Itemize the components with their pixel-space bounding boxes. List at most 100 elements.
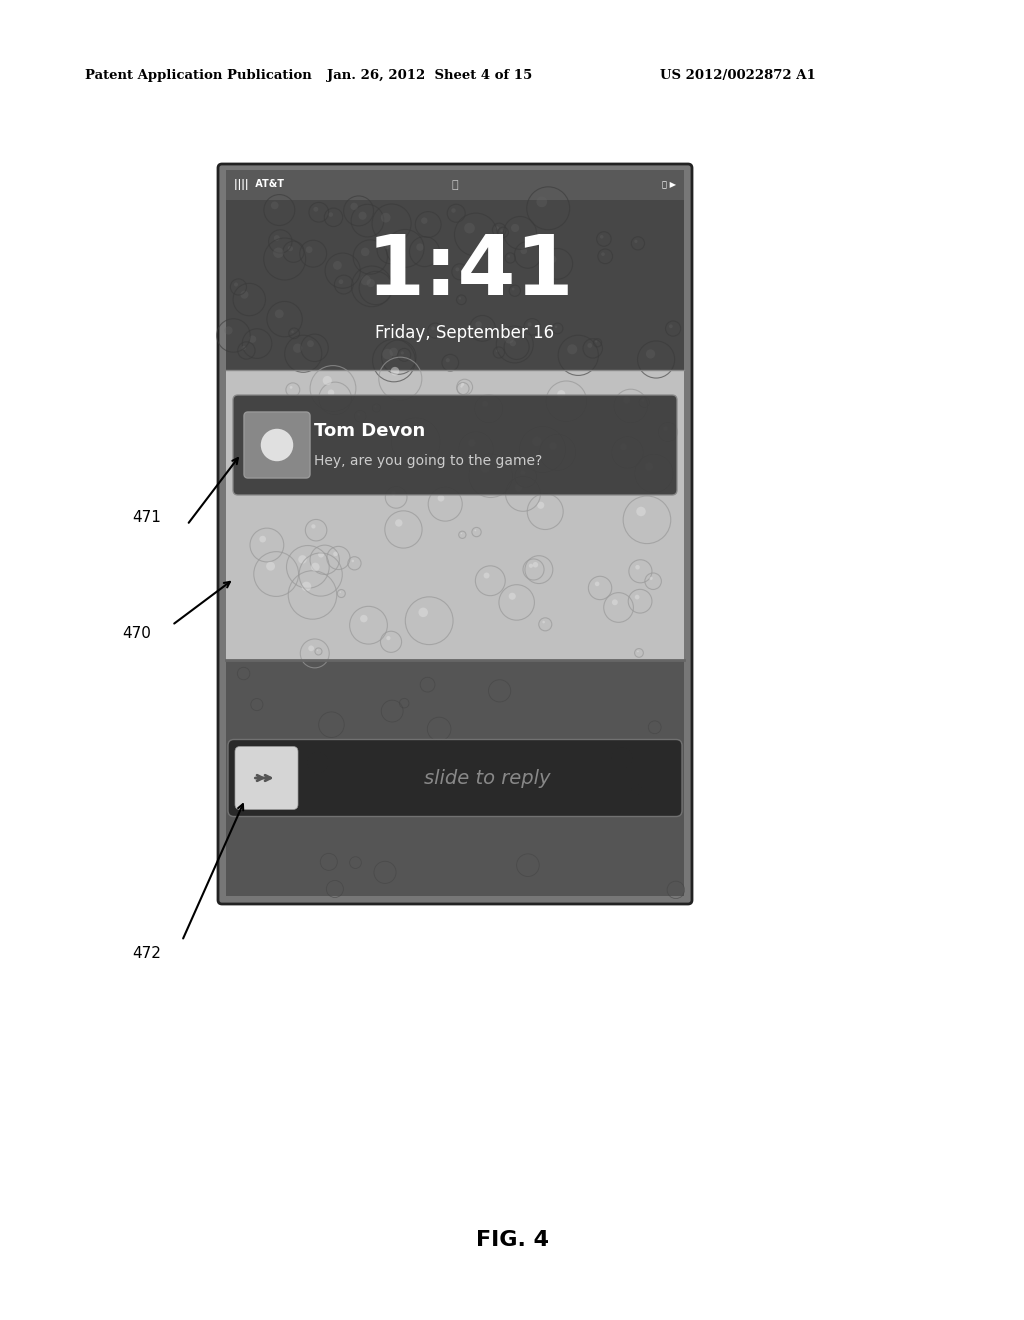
Circle shape	[311, 524, 315, 528]
Circle shape	[249, 335, 256, 343]
Circle shape	[293, 343, 302, 352]
Circle shape	[339, 280, 343, 284]
Text: Friday, September 16: Friday, September 16	[376, 323, 555, 342]
FancyBboxPatch shape	[234, 747, 298, 809]
Circle shape	[340, 591, 341, 593]
Circle shape	[515, 484, 522, 491]
Text: US 2012/0022872 A1: US 2012/0022872 A1	[660, 69, 816, 82]
Circle shape	[496, 226, 499, 230]
Circle shape	[459, 297, 461, 300]
Circle shape	[595, 582, 599, 586]
Circle shape	[537, 197, 547, 207]
Text: Hey, are you going to the game?: Hey, are you going to the game?	[314, 454, 543, 469]
Circle shape	[351, 560, 354, 562]
Circle shape	[645, 463, 653, 470]
Circle shape	[298, 556, 307, 564]
Circle shape	[242, 346, 246, 350]
Circle shape	[350, 203, 357, 210]
Circle shape	[461, 383, 464, 385]
Text: Patent Application Publication: Patent Application Publication	[85, 69, 311, 82]
Circle shape	[636, 507, 646, 516]
Circle shape	[302, 582, 311, 591]
Circle shape	[505, 334, 514, 343]
Circle shape	[646, 350, 655, 359]
Circle shape	[567, 345, 578, 354]
Circle shape	[273, 235, 280, 240]
Circle shape	[288, 246, 293, 251]
Circle shape	[664, 426, 668, 430]
Circle shape	[360, 615, 368, 623]
Circle shape	[452, 209, 456, 213]
Text: ⬜ ▶: ⬜ ▶	[662, 181, 676, 190]
Circle shape	[224, 326, 232, 335]
Text: 472: 472	[132, 945, 161, 961]
Bar	[226, 660, 684, 896]
Circle shape	[510, 341, 516, 346]
Circle shape	[483, 573, 489, 578]
Circle shape	[357, 413, 360, 416]
Circle shape	[481, 463, 489, 473]
FancyBboxPatch shape	[228, 739, 682, 817]
Circle shape	[318, 552, 324, 557]
Circle shape	[463, 271, 465, 273]
Circle shape	[635, 595, 640, 599]
Circle shape	[404, 429, 415, 438]
Circle shape	[468, 440, 475, 446]
Circle shape	[329, 213, 333, 216]
Circle shape	[588, 343, 592, 348]
Circle shape	[234, 282, 238, 286]
Circle shape	[323, 376, 332, 385]
Circle shape	[360, 248, 370, 256]
Circle shape	[316, 649, 318, 651]
Circle shape	[509, 593, 516, 599]
Circle shape	[669, 325, 673, 329]
Circle shape	[391, 491, 395, 496]
Circle shape	[290, 385, 293, 389]
Circle shape	[431, 326, 435, 330]
Circle shape	[307, 341, 314, 347]
FancyBboxPatch shape	[233, 395, 677, 495]
Circle shape	[461, 385, 463, 388]
Circle shape	[367, 279, 375, 288]
Text: 471: 471	[132, 510, 161, 524]
FancyBboxPatch shape	[244, 412, 310, 478]
Circle shape	[474, 529, 476, 532]
Circle shape	[624, 397, 630, 404]
Circle shape	[550, 442, 557, 450]
Circle shape	[390, 367, 399, 375]
Circle shape	[511, 224, 519, 232]
Circle shape	[266, 562, 275, 570]
Circle shape	[308, 645, 314, 651]
Circle shape	[635, 565, 640, 569]
Text: 1:41: 1:41	[367, 231, 573, 312]
Circle shape	[261, 429, 293, 461]
Circle shape	[445, 358, 450, 362]
Circle shape	[475, 321, 482, 327]
Text: FIG. 4: FIG. 4	[475, 1230, 549, 1250]
Circle shape	[601, 252, 605, 256]
Text: Tom Devon: Tom Devon	[314, 422, 425, 441]
Circle shape	[333, 552, 338, 556]
Circle shape	[549, 255, 556, 263]
Circle shape	[394, 238, 404, 247]
Circle shape	[416, 243, 424, 251]
Circle shape	[382, 348, 393, 359]
Circle shape	[555, 326, 557, 329]
Circle shape	[270, 202, 279, 210]
Circle shape	[512, 288, 514, 290]
Circle shape	[259, 536, 266, 543]
Circle shape	[389, 347, 398, 356]
Circle shape	[437, 495, 444, 502]
Circle shape	[532, 437, 542, 446]
Circle shape	[306, 247, 312, 253]
Circle shape	[501, 230, 503, 232]
FancyBboxPatch shape	[218, 164, 692, 904]
Circle shape	[595, 341, 597, 342]
Circle shape	[273, 247, 284, 257]
Circle shape	[386, 636, 390, 640]
Circle shape	[521, 470, 525, 475]
Bar	[226, 370, 684, 660]
Circle shape	[375, 405, 376, 408]
Text: 🔒: 🔒	[452, 180, 459, 190]
Circle shape	[496, 350, 499, 352]
